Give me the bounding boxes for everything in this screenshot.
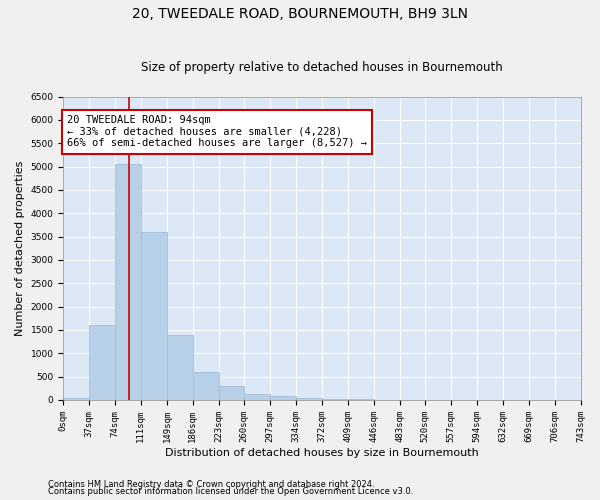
Text: 20, TWEEDALE ROAD, BOURNEMOUTH, BH9 3LN: 20, TWEEDALE ROAD, BOURNEMOUTH, BH9 3LN: [132, 8, 468, 22]
Bar: [270, 396, 296, 400]
Bar: [244, 394, 270, 400]
Bar: [115, 164, 140, 400]
X-axis label: Distribution of detached houses by size in Bournemouth: Distribution of detached houses by size …: [165, 448, 479, 458]
Text: Contains HM Land Registry data © Crown copyright and database right 2024.: Contains HM Land Registry data © Crown c…: [48, 480, 374, 489]
Bar: [322, 398, 348, 400]
Bar: [89, 326, 115, 400]
Bar: [296, 398, 322, 400]
Bar: [140, 232, 167, 400]
Title: Size of property relative to detached houses in Bournemouth: Size of property relative to detached ho…: [141, 62, 503, 74]
Bar: [218, 386, 244, 400]
Bar: [193, 372, 218, 400]
Bar: [167, 334, 193, 400]
Bar: [63, 398, 89, 400]
Y-axis label: Number of detached properties: Number of detached properties: [15, 160, 25, 336]
Text: 20 TWEEDALE ROAD: 94sqm
← 33% of detached houses are smaller (4,228)
66% of semi: 20 TWEEDALE ROAD: 94sqm ← 33% of detache…: [67, 115, 367, 148]
Text: Contains public sector information licensed under the Open Government Licence v3: Contains public sector information licen…: [48, 487, 413, 496]
